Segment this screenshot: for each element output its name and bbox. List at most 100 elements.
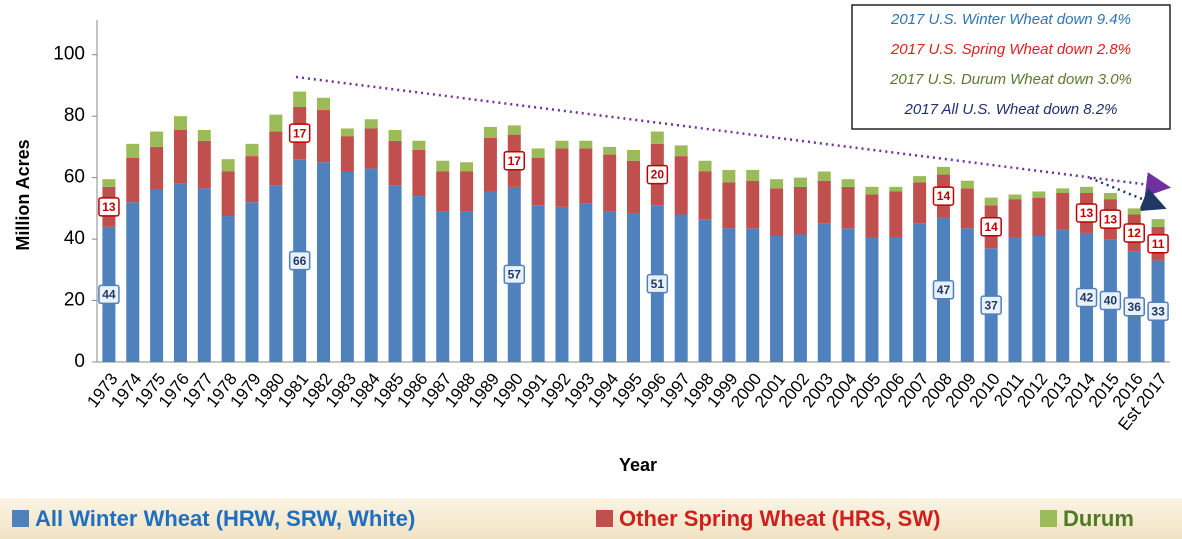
legend-label: Other Spring Wheat (HRS, SW) [619, 506, 940, 531]
bar-segment [1056, 229, 1070, 362]
bar-segment [555, 206, 569, 362]
bar-segment [507, 125, 521, 135]
trend-arrow [1089, 176, 1167, 212]
bar-segment [746, 169, 760, 181]
bar-segment [913, 176, 927, 183]
bar-segment [412, 140, 426, 150]
bar-segment [483, 137, 497, 192]
bar-segment [126, 157, 140, 203]
bar-segment [269, 185, 283, 362]
bar-segment [197, 188, 211, 362]
bar-segment [960, 188, 974, 229]
data-label: 17 [293, 126, 307, 140]
annotation: 2017 U.S. Winter Wheat down 9.4% [890, 11, 1131, 28]
y-tick-label: 0 [74, 351, 85, 372]
bar-segment [388, 130, 402, 141]
bar-segment [221, 159, 235, 172]
bar-segment [221, 171, 235, 217]
bar-segment [960, 228, 974, 362]
bar-segment [317, 110, 331, 163]
bar-segment [1008, 194, 1022, 200]
bar-segment [102, 179, 116, 187]
bar-segment [364, 119, 378, 129]
label-box [980, 217, 1002, 237]
bar-segment [197, 140, 211, 189]
bar-segment [674, 214, 688, 362]
bar-segment [436, 171, 450, 212]
bar-segment [555, 148, 569, 207]
y-tick-label: 60 [64, 167, 85, 188]
bar-segment [889, 237, 903, 362]
bar-segment [817, 180, 831, 224]
bar-segment [865, 194, 879, 238]
label-box [1123, 223, 1145, 243]
bar-segment [245, 202, 259, 362]
label-box [1123, 296, 1145, 317]
bar-segment [746, 228, 760, 362]
bar-segment [627, 160, 640, 213]
bar-segment [483, 191, 497, 362]
bar-segment [317, 162, 331, 362]
y-tick-label: 20 [64, 290, 85, 311]
label-box [646, 164, 669, 185]
bar-segment [221, 216, 235, 362]
bar-segment [531, 205, 545, 362]
data-label: 51 [651, 277, 665, 291]
bar-segment [627, 212, 640, 362]
bar-segment [865, 237, 879, 362]
bar-segment [269, 131, 283, 186]
bar-segment [340, 128, 354, 137]
y-tick-label: 100 [53, 44, 85, 65]
data-label: 17 [508, 154, 522, 168]
label-box [98, 284, 120, 305]
bar-segment [436, 160, 450, 172]
label-box [288, 250, 311, 271]
bar-segment [340, 171, 354, 362]
bar-segment [793, 234, 807, 362]
bar-segment [603, 146, 617, 155]
bar-segment [698, 219, 712, 362]
data-label: 13 [102, 200, 116, 214]
bar-segment [603, 154, 617, 212]
bar-segment [1032, 191, 1046, 198]
bar-segment [388, 140, 402, 186]
bar-segment [603, 211, 617, 362]
bar-segment [889, 186, 903, 192]
data-label: 20 [651, 168, 665, 182]
bar-segment [531, 148, 545, 158]
data-label: 42 [1080, 291, 1094, 305]
bar-segment [674, 156, 688, 215]
bar-segment [817, 223, 831, 362]
bar-segment [698, 160, 712, 172]
bar-segment [1103, 193, 1117, 200]
bar-segment [627, 149, 640, 161]
bar-segment [460, 211, 474, 362]
bar-segment [722, 228, 736, 362]
label-box [1147, 301, 1169, 322]
data-label: 13 [1104, 212, 1118, 226]
bar-segment [913, 182, 927, 224]
label-box [1075, 203, 1098, 223]
bar-segment [364, 168, 378, 362]
legend-swatch [12, 510, 29, 527]
bar-segment [483, 126, 497, 138]
bar-segment [722, 169, 736, 183]
bar-segment [793, 186, 807, 235]
bar-segment [150, 189, 164, 362]
bar-segment [841, 179, 855, 187]
label-box [288, 123, 311, 143]
y-axis-title: Million Acres [13, 139, 33, 250]
bar-segment [817, 171, 831, 181]
label-box [1099, 209, 1122, 229]
bar-segment [1127, 208, 1141, 215]
label-box [646, 273, 669, 294]
data-label: 13 [1080, 206, 1094, 220]
bar-segment [1032, 197, 1046, 237]
bar-segment [460, 171, 474, 212]
bar-segment [150, 131, 164, 147]
bar-segment [889, 191, 903, 238]
data-label: 37 [984, 298, 998, 312]
label-box [980, 295, 1002, 315]
y-tick-label: 80 [64, 105, 85, 126]
